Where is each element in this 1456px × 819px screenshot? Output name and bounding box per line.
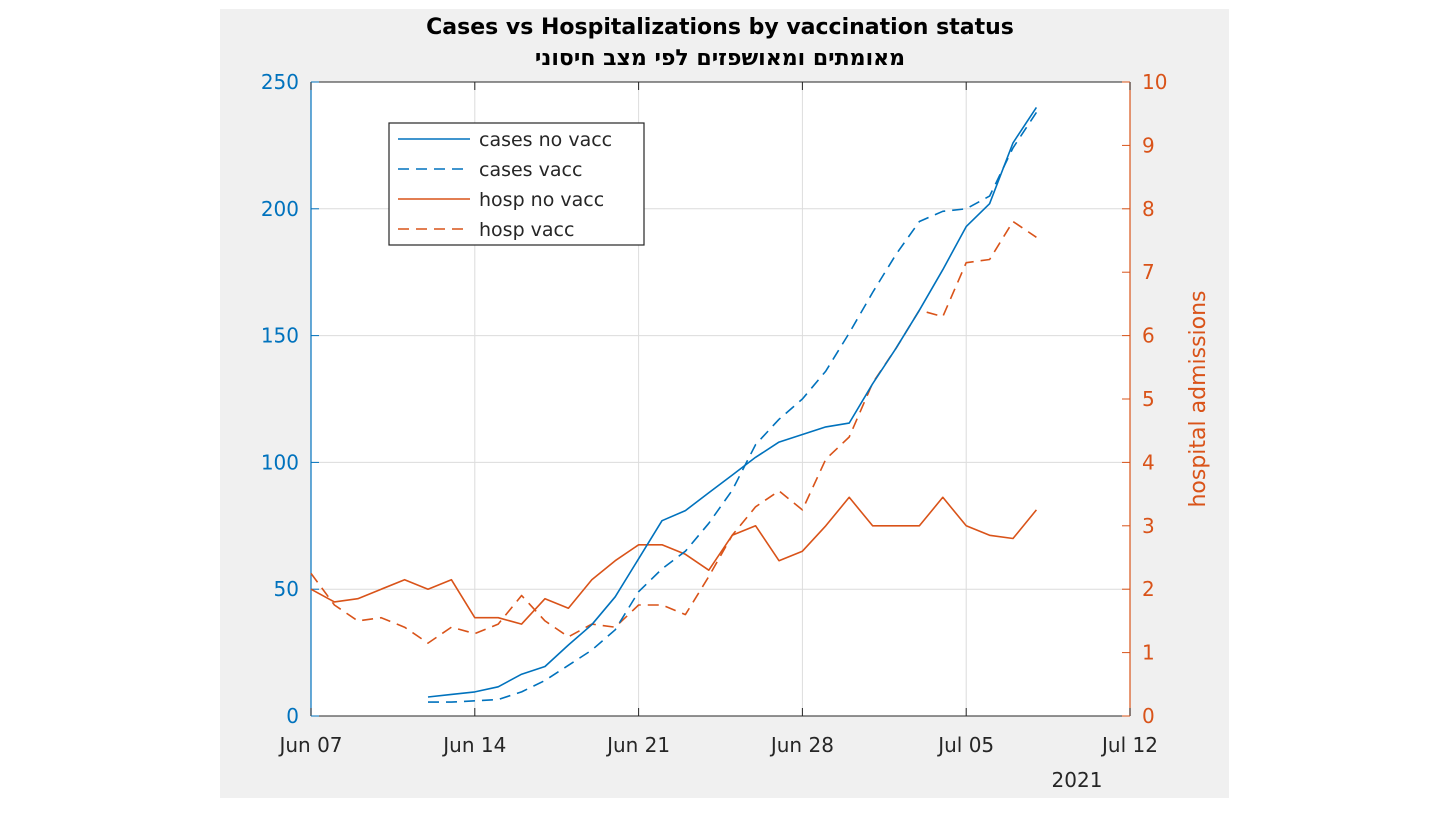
y-left-tick-label: 100 [261, 450, 299, 474]
x-year-label: 2021 [1052, 768, 1103, 792]
legend-label: cases vacc [479, 159, 582, 181]
y-right-tick-label: 3 [1142, 514, 1155, 538]
y-right-tick-label: 7 [1142, 260, 1155, 284]
x-tick-label: Jun 07 [277, 733, 342, 757]
x-tick-label: Jun 14 [441, 733, 506, 757]
legend-label: cases no vacc [479, 129, 612, 151]
y-right-axis-label: hospital admissions [1186, 290, 1211, 507]
chart-title: Cases vs Hospitalizations by vaccination… [426, 15, 1014, 40]
y-right-tick-label: 0 [1142, 704, 1155, 728]
legend-box [388, 122, 645, 246]
series-line-cases-no-vacc [427, 106, 1038, 698]
y-left-tick-label: 0 [286, 704, 299, 728]
y-right-tick-label: 10 [1142, 70, 1167, 94]
chart-subtitle: מאומתים ומאושפזים לפי מצב חיסוני [535, 46, 905, 71]
x-tick-label: Jul 12 [1100, 733, 1158, 757]
y-left-tick-label: 200 [261, 197, 299, 221]
legend: cases no vacc cases vacc hosp no vacc hosp … [388, 122, 645, 246]
y-right-tick-label: 9 [1142, 133, 1155, 157]
y-right-tick-label: 5 [1142, 387, 1155, 411]
y-right-tick-label: 6 [1142, 324, 1155, 348]
y-right-tick-label: 2 [1142, 577, 1155, 601]
x-tick-label: Jun 28 [769, 733, 834, 757]
y-left-tick-label: 250 [261, 70, 299, 94]
series-line-cases-vacc [428, 111, 1038, 703]
x-tick-label: Jul 05 [936, 733, 994, 757]
y-right-tick-label: 4 [1142, 450, 1155, 474]
legend-label: hosp no vacc [479, 189, 604, 211]
y-left-tick-label: 150 [261, 324, 299, 348]
y-right-tick-label: 8 [1142, 197, 1155, 221]
x-tick-label: Jun 21 [605, 733, 670, 757]
y-left-tick-label: 50 [274, 577, 299, 601]
series-line-hosp-no-vacc [310, 496, 1038, 625]
legend-label: hosp vacc [479, 219, 574, 241]
y-right-tick-label: 1 [1142, 641, 1155, 665]
